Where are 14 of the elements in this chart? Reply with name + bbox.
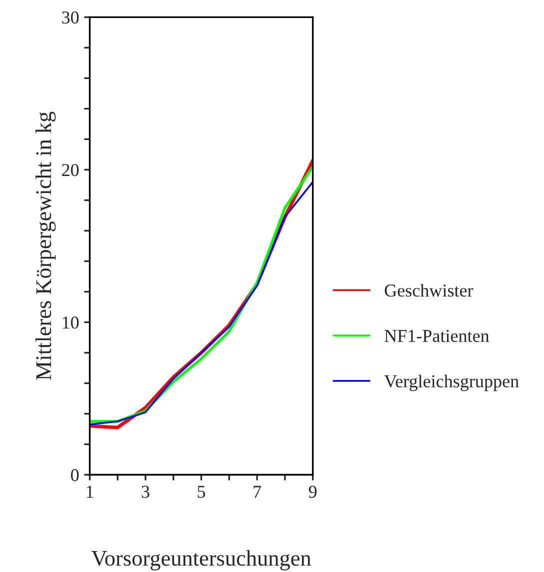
x-tick-label: 1 [86, 486, 94, 498]
x-tick-label: 9 [308, 486, 317, 498]
y-axis-title: Mittleres Körpergewicht in kg [36, 112, 56, 380]
x-tick-label: 7 [254, 486, 262, 498]
x-axis-title: Vorsorgeuntersuchungen [91, 550, 312, 570]
x-tick-label: 5 [198, 486, 206, 498]
y-tick-label: 30 [62, 11, 79, 24]
y-tick-label: 10 [62, 316, 79, 329]
legend-label: Geschwister [384, 284, 474, 297]
y-tick-label: 0 [71, 469, 79, 482]
x-tick-label: 3 [142, 486, 150, 498]
legend-label: NF1-Patienten [384, 330, 490, 342]
y-tick-label: 20 [62, 164, 79, 176]
legend-label: Vergleichsgruppen [384, 374, 519, 392]
